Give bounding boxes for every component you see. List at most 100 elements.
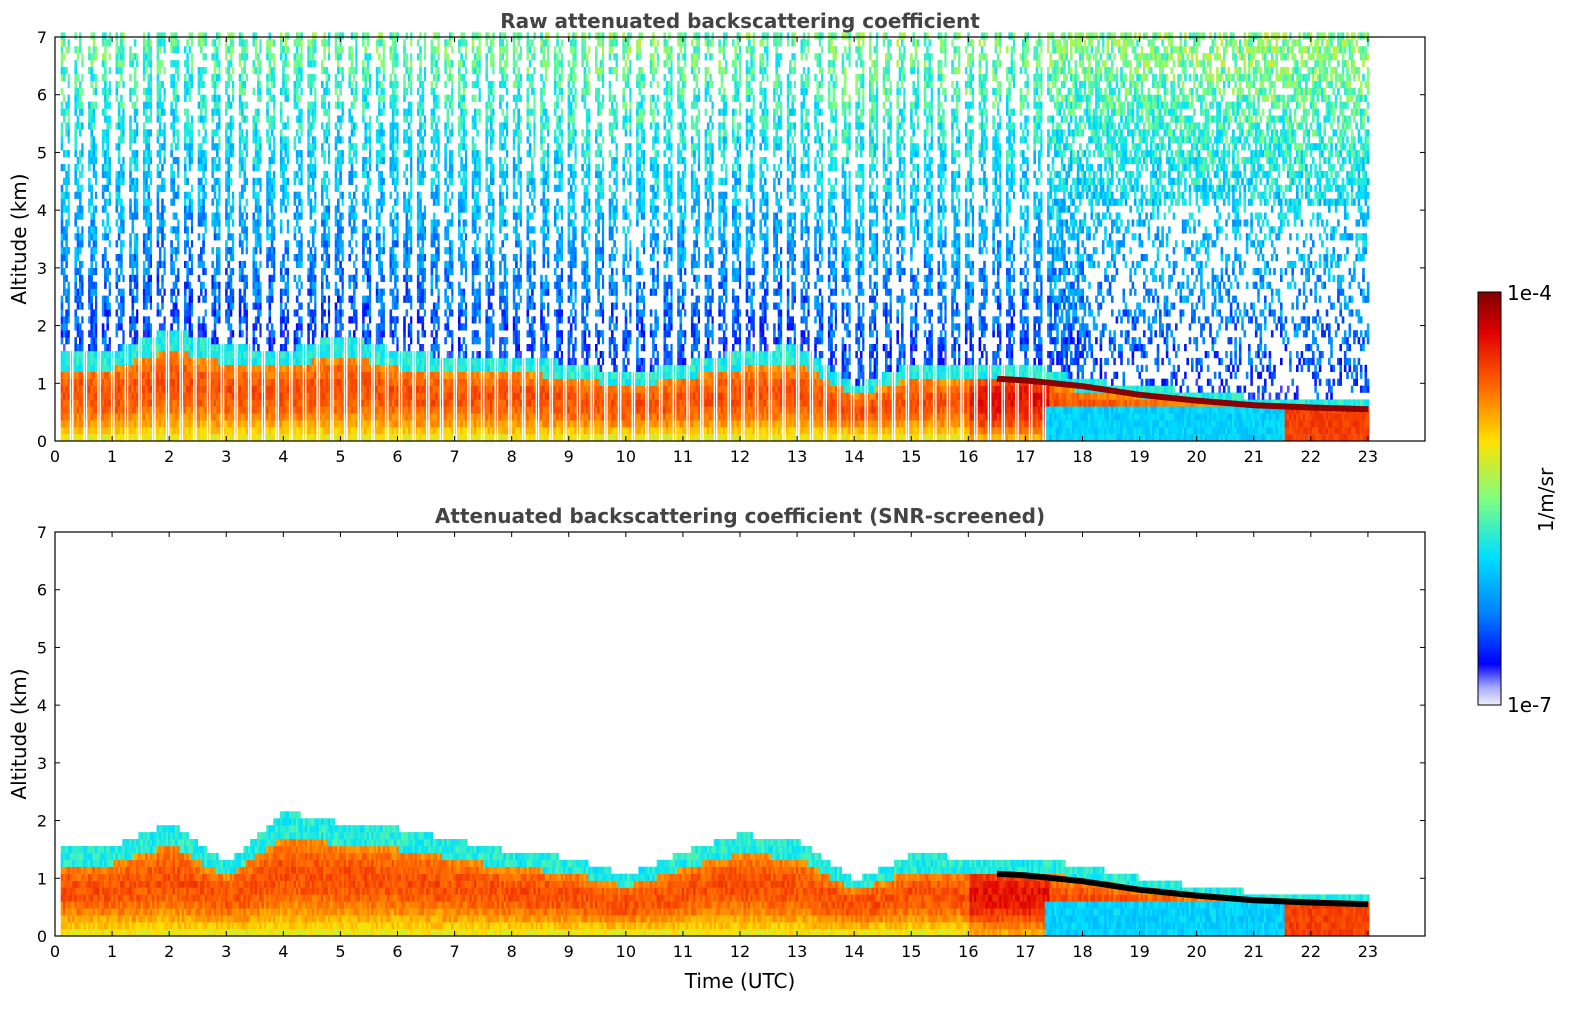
heatmap-cell <box>134 413 137 420</box>
heatmap-cell <box>116 365 119 372</box>
data-gap <box>84 37 85 441</box>
heatmap-cell <box>294 330 297 337</box>
heatmap-cell <box>227 81 230 88</box>
heatmap-cell <box>93 393 96 400</box>
heatmap-cell <box>104 413 107 420</box>
heatmap-cell <box>296 88 299 95</box>
heatmap-cell <box>175 344 178 351</box>
heatmap-cell <box>198 420 201 427</box>
heatmap-cell <box>202 337 205 344</box>
heatmap-cell <box>106 261 109 268</box>
heatmap-cell <box>148 219 151 226</box>
heatmap-cell <box>116 351 119 358</box>
heatmap-cell <box>90 254 93 261</box>
heatmap-cell <box>118 420 121 427</box>
heatmap-cell <box>266 116 269 123</box>
heatmap-cell <box>280 296 283 303</box>
heatmap-cell <box>79 289 82 296</box>
heatmap-cell <box>184 413 187 420</box>
heatmap-cell <box>186 393 189 400</box>
heatmap-cell <box>225 379 228 386</box>
heatmap-cell <box>145 178 148 185</box>
heatmap-cell <box>211 399 214 406</box>
heatmap-cell <box>170 379 173 386</box>
heatmap-cell <box>241 74 244 81</box>
heatmap-cell <box>159 143 162 150</box>
heatmap-cell <box>118 46 121 53</box>
heatmap-cell <box>170 240 173 247</box>
heatmap-cell <box>184 199 187 206</box>
heatmap-cell <box>88 185 91 192</box>
heatmap-cell <box>132 351 135 358</box>
heatmap-cell <box>79 386 82 393</box>
heatmap-cell <box>271 157 274 164</box>
heatmap-cell <box>282 67 285 74</box>
heatmap-cell <box>93 337 96 344</box>
heatmap-cell <box>77 358 80 365</box>
heatmap-cell <box>243 420 246 427</box>
heatmap-cell <box>216 213 219 220</box>
heatmap-cell <box>296 296 299 303</box>
heatmap-cell <box>225 240 228 247</box>
heatmap-cell <box>120 254 123 261</box>
heatmap-cell <box>148 413 151 420</box>
heatmap-cell <box>202 164 205 171</box>
heatmap-cell <box>241 427 244 434</box>
heatmap-cell <box>184 289 187 296</box>
heatmap-cell <box>211 247 214 254</box>
heatmap-cell <box>271 240 274 247</box>
heatmap-cell <box>255 199 258 206</box>
heatmap-cell <box>225 351 228 358</box>
data-gap <box>264 37 265 441</box>
heatmap-cell <box>253 136 256 143</box>
heatmap-cell <box>173 420 176 427</box>
heatmap-cell <box>200 102 203 109</box>
heatmap-cell <box>175 386 178 393</box>
heatmap-cell <box>88 275 91 282</box>
heatmap-cell <box>161 282 164 289</box>
heatmap-cell <box>157 129 160 136</box>
heatmap-cell <box>186 309 189 316</box>
heatmap-cell <box>296 95 299 102</box>
heatmap-cell <box>280 157 283 164</box>
heatmap-cell <box>170 344 173 351</box>
heatmap-cell <box>189 164 192 171</box>
heatmap-cell <box>148 74 151 81</box>
heatmap-cell <box>296 67 299 74</box>
heatmap-cell <box>116 67 119 74</box>
heatmap-cell <box>257 344 260 351</box>
heatmap-cell <box>170 399 173 406</box>
heatmap-cell <box>161 219 164 226</box>
heatmap-cell <box>159 365 162 372</box>
heatmap-cell <box>88 330 91 337</box>
heatmap-cell <box>173 185 176 192</box>
heatmap-cell <box>65 178 68 185</box>
heatmap-cell <box>253 386 256 393</box>
heatmap-cell <box>266 136 269 143</box>
heatmap-cell <box>61 240 64 247</box>
heatmap-cell <box>74 365 77 372</box>
heatmap-cell <box>129 420 132 427</box>
heatmap-cell <box>120 164 123 171</box>
heatmap-cell <box>65 393 68 400</box>
heatmap-cell <box>159 337 162 344</box>
data-gap <box>182 37 183 441</box>
heatmap-cell <box>102 143 105 150</box>
heatmap-cell <box>104 330 107 337</box>
heatmap-cell <box>186 233 189 240</box>
heatmap-cell <box>74 386 77 393</box>
heatmap-cell <box>173 88 176 95</box>
heatmap-cell <box>184 95 187 102</box>
heatmap-cell <box>102 192 105 199</box>
heatmap-cell <box>145 213 148 220</box>
heatmap-cell <box>159 213 162 220</box>
heatmap-cell <box>266 219 269 226</box>
heatmap-cell <box>255 67 258 74</box>
heatmap-cell <box>175 309 178 316</box>
heatmap-cell <box>90 289 93 296</box>
heatmap-cell <box>143 434 146 441</box>
heatmap-cell <box>241 164 244 171</box>
heatmap-cell <box>239 213 242 220</box>
heatmap-cell <box>216 268 219 275</box>
heatmap-cell <box>296 116 299 123</box>
